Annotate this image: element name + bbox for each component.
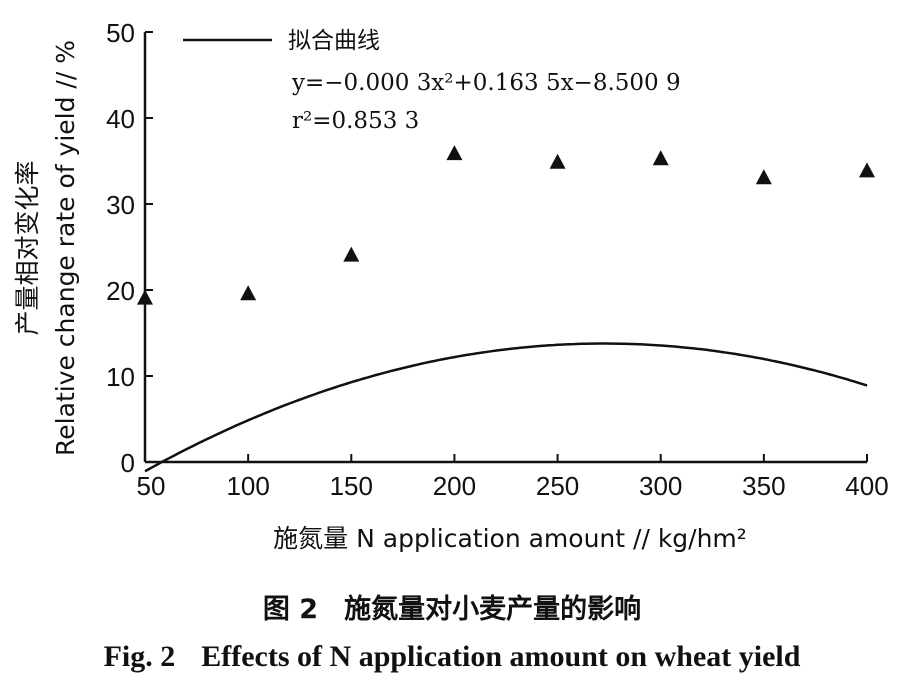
data-point-marker (137, 289, 153, 305)
data-point-marker (446, 145, 463, 161)
y-axis-title-cn: 产量相对变化率 (13, 160, 42, 335)
y-tick-label: 40 (106, 104, 135, 134)
figure-title-en: Effects of N application amount on wheat… (201, 640, 801, 673)
legend-label: 拟合曲线 (288, 28, 380, 54)
x-axis-title: 施氮量 N application amount // kg/hm² (273, 524, 747, 553)
x-tick-label: 100 (226, 471, 269, 501)
fit-curve (144, 342, 868, 473)
x-tick-label: 50 (137, 471, 166, 501)
figure-number-cn: 图 2 (262, 594, 319, 625)
y-axis-title-en: Relative change rate of yield // % (51, 40, 80, 456)
r2-annotation: r²=0.853 3 (292, 108, 419, 134)
data-point-marker (343, 246, 360, 262)
x-tick-label: 200 (433, 471, 476, 501)
y-tick-label: 30 (106, 190, 135, 220)
y-tick-label: 50 (106, 18, 135, 48)
y-tick-label: 20 (106, 276, 135, 306)
figure-title-cn: 施氮量对小麦产量的影响 (344, 594, 642, 625)
x-tick-label: 250 (536, 471, 579, 501)
data-point-marker (240, 285, 257, 301)
x-tick-label: 350 (742, 471, 785, 501)
figure-caption-en: Fig. 2 Effects of N application amount on… (0, 640, 904, 674)
x-tick-label: 300 (639, 471, 682, 501)
data-point-marker (859, 162, 875, 178)
data-point-marker (549, 153, 566, 169)
y-tick-label: 10 (106, 362, 135, 392)
x-tick-label: 400 (845, 471, 888, 501)
y-tick-label: 0 (121, 448, 135, 478)
x-tick-label: 150 (330, 471, 373, 501)
equation-annotation: y=−0.000 3x²+0.163 5x−8.500 9 (291, 70, 681, 96)
figure-caption-cn: 图 2 施氮量对小麦产量的影响 (0, 587, 904, 626)
figure-number-en: Fig. 2 (103, 640, 176, 673)
data-point-marker (755, 169, 772, 185)
data-point-marker (652, 150, 669, 166)
